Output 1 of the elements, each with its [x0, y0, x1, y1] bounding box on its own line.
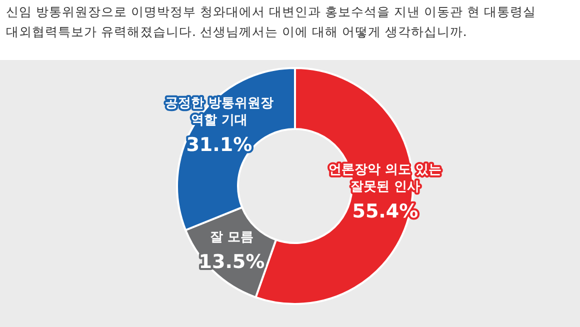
- chart-title: 신임 방통위원장으로 이명박정부 청와대에서 대변인과 홍보수석을 지낸 이동관 현 대통령실 대외협력특보가 유력해졌습니다. 선생님께서는 이에 대해 어떻게 생각하십니까.: [6, 4, 536, 39]
